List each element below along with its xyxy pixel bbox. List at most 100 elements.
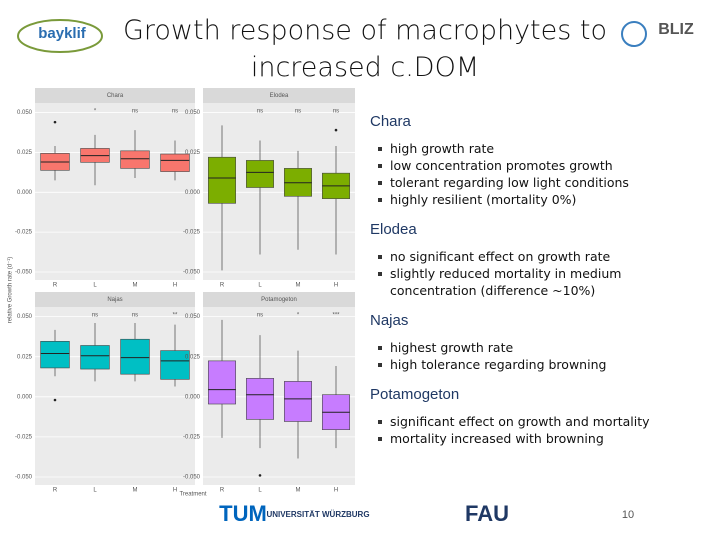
section-heading: Najas bbox=[370, 312, 408, 329]
bullet: mortality increased with browning bbox=[390, 431, 604, 446]
significance: ns bbox=[257, 313, 263, 319]
y-tick-label: -0.050 bbox=[183, 270, 201, 276]
section-heading: Chara bbox=[370, 113, 412, 130]
x-axis-label: Treatment bbox=[179, 492, 206, 498]
y-tick-label: -0.025 bbox=[183, 434, 201, 440]
y-tick-label: 0.025 bbox=[17, 150, 33, 156]
x-tick-label: M bbox=[296, 283, 301, 289]
logo-left: bayklif bbox=[38, 25, 87, 42]
bullet: highly resilient (mortality 0%) bbox=[390, 192, 577, 207]
x-tick-label: R bbox=[220, 283, 225, 289]
box bbox=[40, 341, 70, 369]
y-tick-label: 0.000 bbox=[185, 394, 201, 400]
logo-left-mark bbox=[17, 19, 103, 53]
x-tick-label: H bbox=[334, 283, 338, 289]
x-tick-label: L bbox=[258, 488, 262, 494]
significance: ns bbox=[132, 109, 138, 115]
bullet: slightly reduced mortality in medium con… bbox=[390, 266, 622, 298]
x-tick-label: H bbox=[173, 283, 177, 289]
text-panel: Chara high growth rate low concentration p… bbox=[370, 113, 650, 446]
panel-title: Potamogeton bbox=[261, 297, 297, 303]
bullet: highest growth rate bbox=[390, 340, 514, 355]
significance: ** bbox=[173, 313, 178, 319]
bullet: low concentration promotes growth bbox=[390, 158, 613, 173]
box bbox=[160, 153, 190, 172]
bullet-box: high tolerance regarding browning bbox=[390, 357, 607, 372]
y-axis-label: relative Growth rate (d⁻¹) bbox=[8, 257, 14, 324]
bullet-box: highest growth rate bbox=[390, 340, 514, 355]
plot-bg bbox=[35, 307, 195, 485]
bullet: no significant effect on growth rate bbox=[390, 249, 611, 264]
y-tick-label: -0.050 bbox=[15, 270, 33, 276]
box bbox=[120, 338, 150, 375]
bullet-box: high growth rate bbox=[390, 141, 495, 156]
significance: ns bbox=[333, 109, 339, 115]
box bbox=[208, 156, 236, 204]
bullet-marker bbox=[378, 272, 382, 276]
panel-title: Najas bbox=[107, 297, 122, 303]
y-tick-label: 0.000 bbox=[17, 190, 33, 196]
logo: UNIVERSITÄT WÜRZBURG bbox=[266, 510, 369, 519]
bullet-box: mortality increased with browning bbox=[390, 431, 604, 446]
bullet-box: tolerant regarding low light conditions bbox=[390, 175, 629, 190]
significance: ns bbox=[132, 313, 138, 319]
x-tick-label: M bbox=[296, 488, 301, 494]
y-tick-label: 0.050 bbox=[17, 110, 33, 116]
logo-right: BLIZ bbox=[658, 21, 694, 38]
x-tick-label: R bbox=[220, 488, 225, 494]
strip bbox=[35, 292, 195, 307]
bullet-marker bbox=[378, 147, 382, 151]
significance: * bbox=[297, 313, 300, 319]
significance: ns bbox=[172, 109, 178, 115]
y-tick-label: 0.025 bbox=[17, 354, 33, 360]
y-tick-label: -0.050 bbox=[15, 475, 33, 481]
plot-bg bbox=[35, 103, 195, 280]
x-tick-label: M bbox=[133, 283, 138, 289]
significance: ns bbox=[295, 109, 301, 115]
panel-title: Elodea bbox=[270, 93, 289, 99]
bullet: tolerant regarding low light conditions bbox=[390, 175, 629, 190]
significance: ns bbox=[257, 109, 263, 115]
box bbox=[246, 378, 274, 420]
bullet-box: significant effect on growth and mortali… bbox=[390, 414, 650, 429]
y-tick-label: -0.025 bbox=[15, 434, 33, 440]
bullet-marker bbox=[378, 198, 382, 202]
outlier bbox=[258, 474, 262, 477]
section-heading: Potamogeton bbox=[370, 386, 459, 403]
bullet-box: highly resilient (mortality 0%) bbox=[390, 192, 577, 207]
title-box: Growth response of macrophytes to increa… bbox=[123, 15, 607, 83]
bullet-marker bbox=[378, 420, 382, 424]
y-tick-label: 0.050 bbox=[17, 314, 33, 320]
significance: *** bbox=[332, 313, 340, 319]
x-tick-label: L bbox=[258, 283, 262, 289]
y-tick-label: 0.025 bbox=[185, 150, 201, 156]
strip bbox=[203, 88, 355, 103]
figure: relative Growth rate (d⁻¹) Treatment Chara… bbox=[8, 88, 355, 498]
x-tick-label: M bbox=[133, 488, 138, 494]
box bbox=[80, 345, 110, 370]
y-tick-label: -0.025 bbox=[15, 230, 33, 236]
bullet-box: no significant effect on growth rate bbox=[390, 249, 611, 264]
significance: * bbox=[94, 109, 97, 115]
box bbox=[120, 150, 150, 169]
x-tick-label: H bbox=[173, 488, 177, 494]
y-tick-label: 0.050 bbox=[185, 314, 201, 320]
bullet: high tolerance regarding browning bbox=[390, 357, 607, 372]
y-tick-label: 0.000 bbox=[185, 190, 201, 196]
bullet: significant effect on growth and mortali… bbox=[390, 414, 650, 429]
bullet-marker bbox=[378, 437, 382, 441]
panel-title: Chara bbox=[107, 93, 124, 99]
y-tick-label: 0.050 bbox=[185, 110, 201, 116]
x-tick-label: L bbox=[93, 283, 97, 289]
page-number: 10 bbox=[622, 509, 634, 521]
outlier bbox=[334, 128, 338, 132]
bullet: high growth rate bbox=[390, 141, 495, 156]
logo: TUM bbox=[219, 501, 267, 526]
outlier bbox=[53, 120, 57, 124]
bullet-box: slightly reduced mortality in medium con… bbox=[390, 266, 622, 298]
box bbox=[246, 160, 274, 188]
x-tick-label: H bbox=[334, 488, 338, 494]
section-heading: Elodea bbox=[370, 221, 417, 238]
bullet-marker bbox=[378, 181, 382, 185]
